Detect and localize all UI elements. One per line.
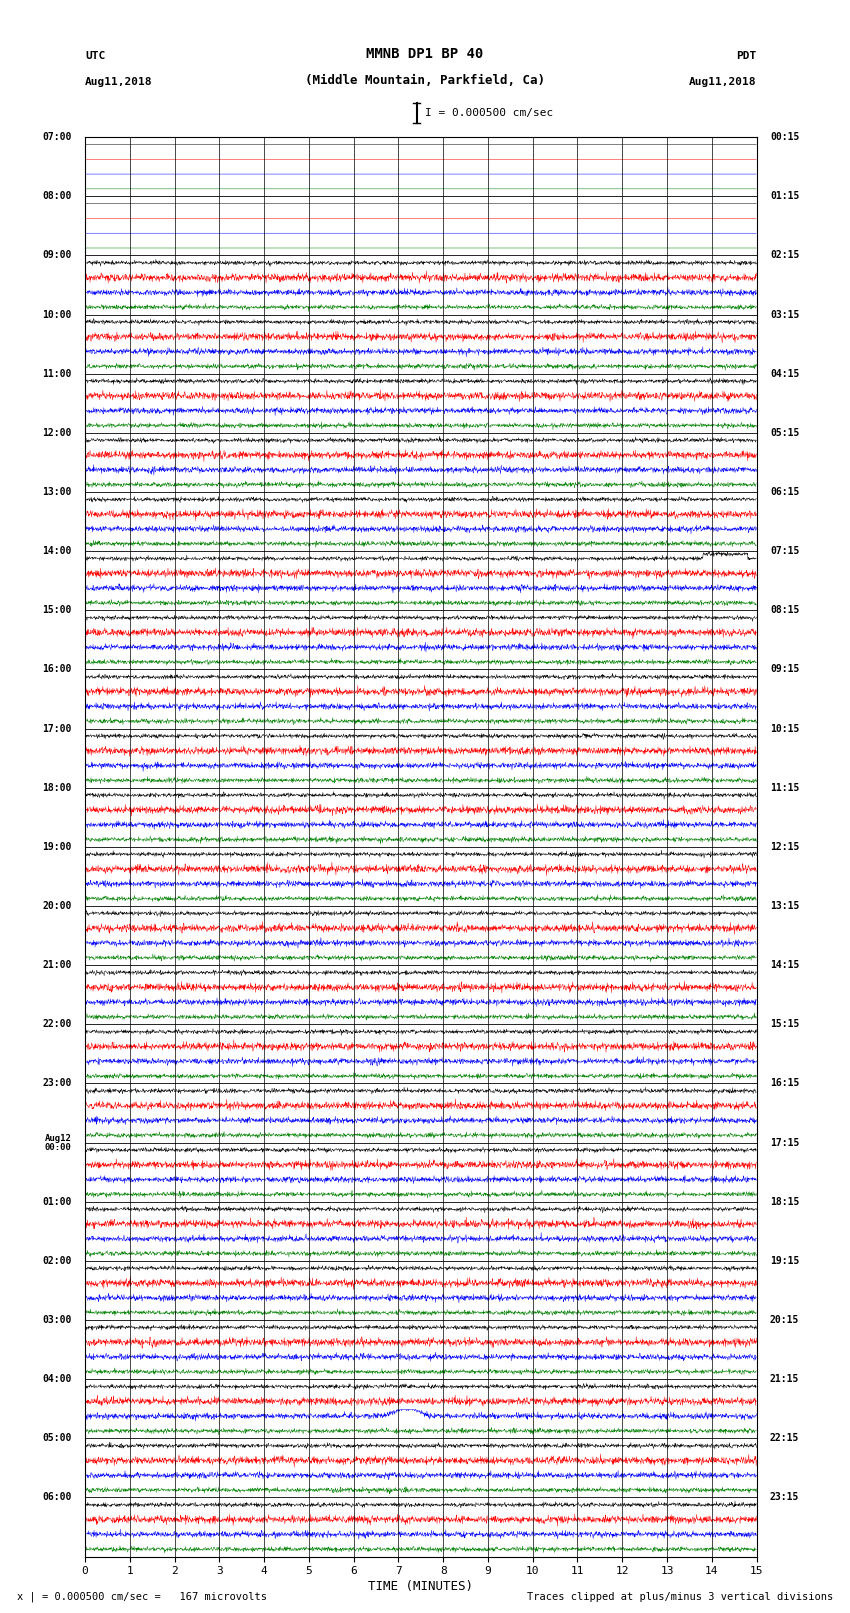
Text: 22:15: 22:15 xyxy=(770,1434,799,1444)
Text: 21:15: 21:15 xyxy=(770,1374,799,1384)
Text: 06:15: 06:15 xyxy=(770,487,799,497)
Text: 16:00: 16:00 xyxy=(42,665,71,674)
Text: UTC: UTC xyxy=(85,52,105,61)
Text: 15:15: 15:15 xyxy=(770,1019,799,1029)
Text: Aug11,2018: Aug11,2018 xyxy=(85,77,152,87)
Text: 22:00: 22:00 xyxy=(42,1019,71,1029)
Text: 05:00: 05:00 xyxy=(42,1434,71,1444)
Text: 07:00: 07:00 xyxy=(42,132,71,142)
Text: 18:15: 18:15 xyxy=(770,1197,799,1207)
Text: 14:00: 14:00 xyxy=(42,547,71,556)
Text: 10:00: 10:00 xyxy=(42,310,71,319)
Text: 02:00: 02:00 xyxy=(42,1257,71,1266)
Text: MMNB DP1 BP 40: MMNB DP1 BP 40 xyxy=(366,47,484,61)
Text: 17:00: 17:00 xyxy=(42,724,71,734)
Text: 13:00: 13:00 xyxy=(42,487,71,497)
Text: 20:15: 20:15 xyxy=(770,1315,799,1324)
Text: 01:15: 01:15 xyxy=(770,192,799,202)
Text: 00:15: 00:15 xyxy=(770,132,799,142)
Text: 00:00: 00:00 xyxy=(45,1142,71,1152)
Text: 12:15: 12:15 xyxy=(770,842,799,852)
Text: 02:15: 02:15 xyxy=(770,250,799,260)
Text: 01:00: 01:00 xyxy=(42,1197,71,1207)
Text: 15:00: 15:00 xyxy=(42,605,71,615)
Text: 14:15: 14:15 xyxy=(770,960,799,969)
Text: 09:15: 09:15 xyxy=(770,665,799,674)
X-axis label: TIME (MINUTES): TIME (MINUTES) xyxy=(368,1581,473,1594)
Text: (Middle Mountain, Parkfield, Ca): (Middle Mountain, Parkfield, Ca) xyxy=(305,74,545,87)
Text: 21:00: 21:00 xyxy=(42,960,71,969)
Text: 23:15: 23:15 xyxy=(770,1492,799,1502)
Text: I = 0.000500 cm/sec: I = 0.000500 cm/sec xyxy=(425,108,553,118)
Text: 03:15: 03:15 xyxy=(770,310,799,319)
Text: PDT: PDT xyxy=(736,52,756,61)
Text: Aug11,2018: Aug11,2018 xyxy=(689,77,756,87)
Text: 20:00: 20:00 xyxy=(42,902,71,911)
Text: 09:00: 09:00 xyxy=(42,250,71,260)
Text: 04:15: 04:15 xyxy=(770,369,799,379)
Text: 10:15: 10:15 xyxy=(770,724,799,734)
Text: 23:00: 23:00 xyxy=(42,1079,71,1089)
Text: 16:15: 16:15 xyxy=(770,1079,799,1089)
Text: 07:15: 07:15 xyxy=(770,547,799,556)
Text: 19:00: 19:00 xyxy=(42,842,71,852)
Text: 11:00: 11:00 xyxy=(42,369,71,379)
Text: 04:00: 04:00 xyxy=(42,1374,71,1384)
Text: 06:00: 06:00 xyxy=(42,1492,71,1502)
Text: 19:15: 19:15 xyxy=(770,1257,799,1266)
Text: 11:15: 11:15 xyxy=(770,782,799,792)
Text: Traces clipped at plus/minus 3 vertical divisions: Traces clipped at plus/minus 3 vertical … xyxy=(527,1592,833,1602)
Text: 12:00: 12:00 xyxy=(42,427,71,437)
Text: 17:15: 17:15 xyxy=(770,1137,799,1147)
Text: 03:00: 03:00 xyxy=(42,1315,71,1324)
Text: 08:00: 08:00 xyxy=(42,192,71,202)
Text: 18:00: 18:00 xyxy=(42,782,71,792)
Text: 05:15: 05:15 xyxy=(770,427,799,437)
Text: 13:15: 13:15 xyxy=(770,902,799,911)
Text: Aug12: Aug12 xyxy=(45,1134,71,1142)
Text: 08:15: 08:15 xyxy=(770,605,799,615)
Text: x | = 0.000500 cm/sec =   167 microvolts: x | = 0.000500 cm/sec = 167 microvolts xyxy=(17,1592,267,1602)
